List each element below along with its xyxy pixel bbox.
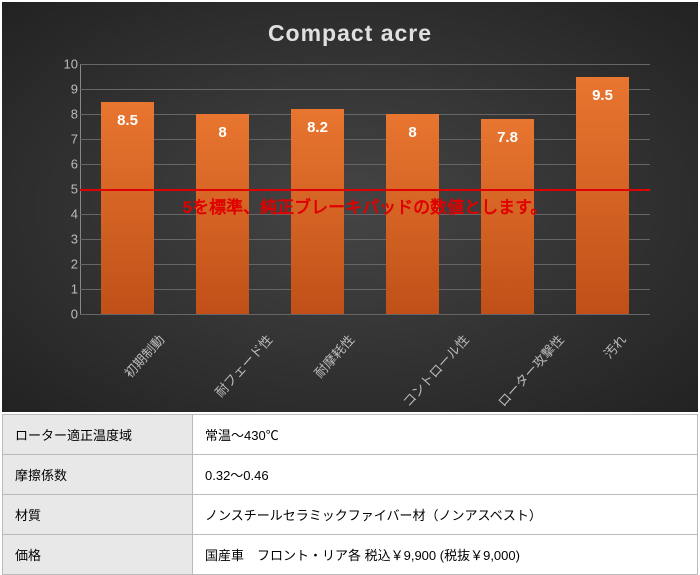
reference-text: 5を標準、純正ブレーキパッドの数値とします。	[80, 193, 650, 218]
x-tick-label: コントロール性	[397, 330, 472, 410]
spec-value: 国産車 フロント・リア各 税込￥9,900 (税抜￥9,000)	[193, 535, 698, 575]
chart-title: Compact acre	[2, 20, 698, 47]
table-row: 材質ノンスチールセラミックファイバー材（ノンアスベスト）	[3, 495, 698, 535]
reference-line	[80, 189, 650, 191]
bar-value-label: 8.5	[101, 112, 153, 129]
x-tick-label: 耐フェード性	[209, 330, 275, 401]
spec-key: ローター適正温度域	[3, 415, 193, 455]
spec-key: 価格	[3, 535, 193, 575]
y-tick-label: 5	[52, 182, 78, 197]
y-tick-label: 1	[52, 282, 78, 297]
bar-value-label: 8.2	[291, 119, 343, 136]
y-tick-label: 6	[52, 157, 78, 172]
x-tick-label: ローター攻撃性	[492, 330, 567, 410]
grid-line	[80, 314, 650, 315]
y-tick-label: 3	[52, 232, 78, 247]
table-row: 摩擦係数0.32～0.46	[3, 455, 698, 495]
bar-value-label: 7.8	[481, 129, 533, 146]
bar-value-label: 8	[196, 124, 248, 141]
spec-value: 常温～430℃	[193, 415, 698, 455]
chart-panel: Compact acre 0 1 2 3 4 5 6 7 8 9 10 8.5 8 8.2 8 7.8 9.5…	[2, 2, 698, 412]
x-axis-labels: 初期制動耐フェード性耐摩耗性コントロール性ローター攻撃性汚れ	[80, 322, 650, 402]
page-root: Compact acre 0 1 2 3 4 5 6 7 8 9 10 8.5 8 8.2 8 7.8 9.5…	[0, 2, 700, 573]
y-tick-label: 2	[52, 257, 78, 272]
y-tick-label: 9	[52, 82, 78, 97]
spec-key: 摩擦係数	[3, 455, 193, 495]
table-row: 価格国産車 フロント・リア各 税込￥9,900 (税抜￥9,000)	[3, 535, 698, 575]
spec-value: ノンスチールセラミックファイバー材（ノンアスベスト）	[193, 495, 698, 535]
y-tick-label: 10	[52, 57, 78, 72]
y-tick-label: 0	[52, 307, 78, 322]
y-tick-label: 4	[52, 207, 78, 222]
spec-value: 0.32～0.46	[193, 455, 698, 495]
x-tick-label: 初期制動	[119, 330, 168, 381]
bar-value-label: 8	[386, 124, 438, 141]
spec-table: ローター適正温度域常温～430℃摩擦係数0.32～0.46材質ノンスチールセラミ…	[2, 414, 698, 575]
bar-value-label: 9.5	[576, 87, 628, 104]
spec-key: 材質	[3, 495, 193, 535]
y-axis: 012345678910	[52, 64, 78, 314]
y-tick-label: 8	[52, 107, 78, 122]
x-tick-label: 耐摩耗性	[309, 330, 358, 381]
y-tick-label: 7	[52, 132, 78, 147]
table-row: ローター適正温度域常温～430℃	[3, 415, 698, 455]
x-tick-label: 汚れ	[598, 330, 630, 362]
plot-area: 8.5 8 8.2 8 7.8 9.5 5を標準、純正ブレーキパッドの数値とします。	[80, 64, 650, 314]
